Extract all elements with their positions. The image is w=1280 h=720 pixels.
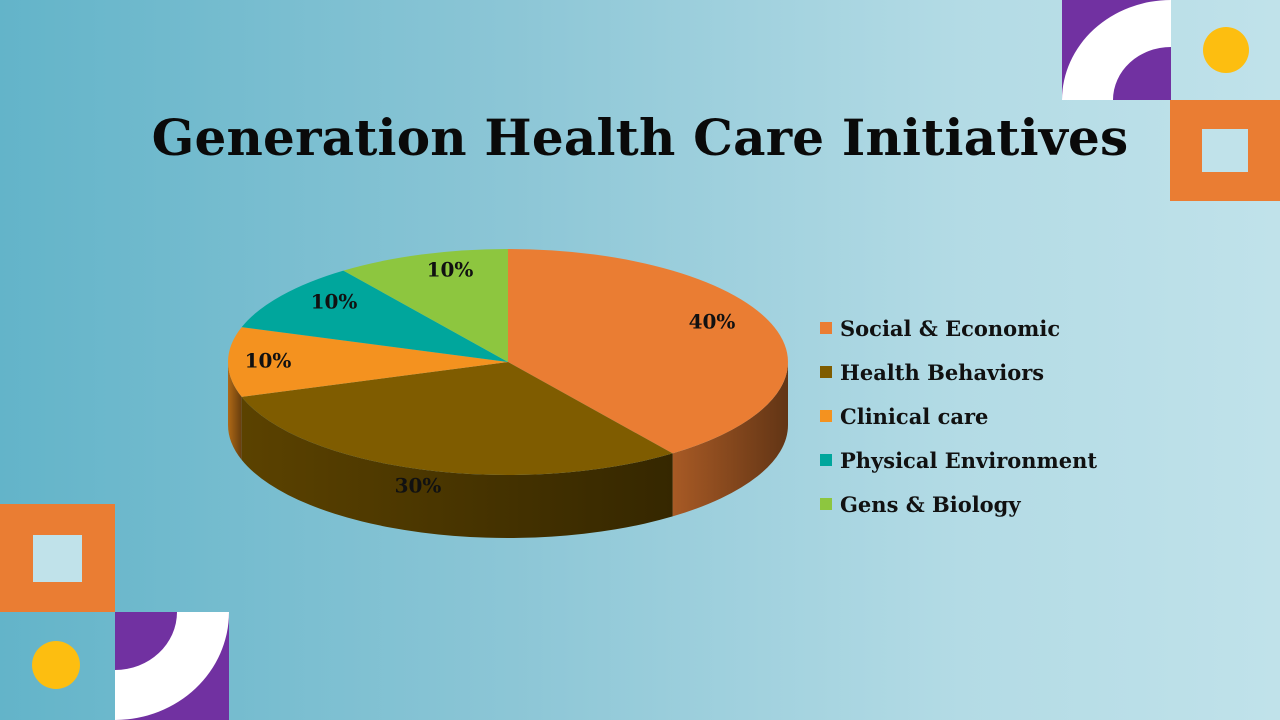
data-label-social-economic: 40% [689,310,736,334]
pie-slice-clinical-care [228,327,508,397]
legend-label: Health Behaviors [840,359,1045,385]
legend-label: Social & Economic [840,315,1061,341]
pie-top [228,249,788,475]
pie-side-health-behaviors [241,396,673,538]
legend-item: Clinical care [820,394,1097,438]
legend-swatch [820,366,832,378]
deco-pale-square-top [1202,129,1248,172]
deco-pale-square-bottom [33,535,82,582]
pie-slice-physical-environment [241,270,509,362]
deco-yellow-dot-bottom [32,641,80,689]
legend-label: Gens & Biology [840,491,1021,517]
legend-swatch [820,410,832,422]
data-label-physical-environment: 10% [311,290,358,314]
legend-item: Social & Economic [820,306,1097,350]
pie-side-social-economic [672,362,788,517]
legend-label: Clinical care [840,403,989,429]
pie-sides [228,362,788,538]
legend-item: Health Behaviors [820,350,1097,394]
legend-label: Physical Environment [840,447,1098,473]
data-label-clinical-care: 10% [245,349,292,373]
chart-legend: Social & Economic Health Behaviors Clinica… [820,306,1097,526]
slide-title: Generation Health Care Initiatives [151,108,1129,167]
deco-yellow-dot-top [1203,27,1249,73]
deco-white-arc-top [1062,0,1171,100]
legend-swatch [820,454,832,466]
data-label-health-behaviors: 30% [395,474,442,498]
legend-item: Gens & Biology [820,482,1097,526]
legend-item: Physical Environment [820,438,1097,482]
deco-white-arc-bottom [115,612,229,720]
pie-side-clinical-care [228,362,242,460]
legend-swatch [820,498,832,510]
legend-swatch [820,322,832,334]
pie-slice-health-behaviors [241,362,673,475]
pie-slice-gens-biology [343,249,508,362]
pie-slice-social-economic [508,249,788,454]
data-label-gens-biology: 10% [427,258,474,282]
